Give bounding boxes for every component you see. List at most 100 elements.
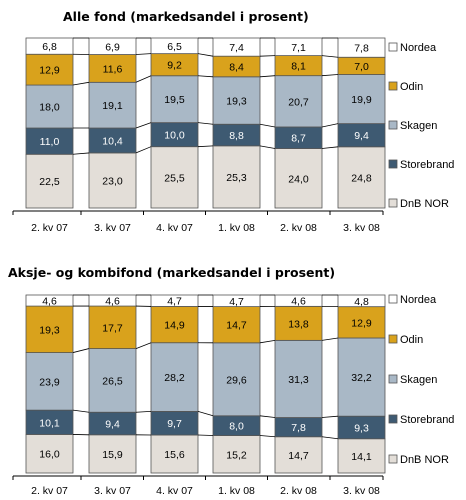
chart-2-value-label-nordea-1: 4,6: [105, 296, 120, 308]
chart-2-connector-line: [259, 435, 276, 438]
chart-1-segment-dnb-nor-1: [88, 152, 137, 209]
chart-1-value-label-storebrand-0: 11,0: [40, 136, 60, 148]
chart-1-connector-line: [197, 75, 214, 78]
chart-2-value-label-dnb-nor-2: 15,6: [164, 449, 185, 461]
chart-2-segment-odin-0: [25, 305, 74, 353]
chart-2-segment-nordea-1: [88, 294, 137, 307]
chart-2-legend-label-storebrand: Storebrand: [400, 414, 454, 426]
chart-2-value-label-storebrand-0: 10,1: [39, 417, 60, 429]
chart-1-value-label-nordea-1: 6,9: [105, 41, 120, 53]
chart-1-connector-line: [259, 145, 276, 149]
chart-2-value-label-dnb-nor-0: 16,0: [39, 449, 60, 461]
chart-1-value-label-nordea-4: 7,1: [291, 42, 306, 54]
chart-1-connector-line: [197, 122, 214, 125]
chart-1-legend-label-storebrand: Storebrand: [400, 159, 454, 171]
chart-2-legend-swatch-storebrand: [388, 414, 398, 424]
chart-1-connector-line: [259, 75, 276, 78]
chart-1-value-label-dnb-nor-5: 24,8: [351, 172, 372, 184]
chart-1-value-label-dnb-nor-1: 23,0: [102, 175, 123, 187]
chart-2-legend-label-odin: Odin: [400, 334, 423, 346]
chart-1-segment-skagen-4: [274, 75, 323, 128]
chart-2-segment-nordea-5: [337, 294, 386, 308]
chart-2-legend-label-skagen: Skagen: [400, 374, 437, 386]
chart-2-segment-odin-2: [150, 306, 199, 344]
chart-2-value-label-dnb-nor-5: 14,1: [351, 451, 372, 463]
chart-1-legend-swatch-storebrand: [388, 159, 398, 169]
chart-2-value-label-dnb-nor-1: 15,9: [102, 449, 123, 461]
chart-1-segment-skagen-5: [337, 74, 386, 125]
chart-1-segment-odin-1: [88, 54, 137, 83]
chart-2-x-tick-label-0: 2. kv 07: [31, 485, 68, 497]
chart-2-segment-storebrand-0: [25, 409, 74, 435]
chart-1-connector-line: [321, 123, 339, 128]
chart-2-value-label-storebrand-3: 8,0: [229, 421, 244, 433]
chart-1-connector-line: [321, 146, 339, 149]
chart-1-value-label-dnb-nor-3: 25,3: [226, 172, 247, 184]
chart-2-connector-line: [321, 415, 339, 418]
chart-1-value-label-odin-2: 9,2: [167, 60, 182, 72]
chart-1-value-label-odin-5: 7,0: [354, 61, 369, 73]
chart-1-value-label-odin-4: 8,1: [291, 61, 306, 73]
chart-2-segment-dnb-nor-2: [150, 434, 199, 474]
chart-2-legend-label-nordea: Nordea: [400, 294, 437, 306]
chart-1-legend-label-dnb-nor: DnB NOR: [400, 198, 449, 210]
chart-2-connector-line: [321, 436, 339, 440]
chart-1-x-tick-label-1: 3. kv 07: [94, 222, 131, 234]
chart-1-legend-label-skagen: Skagen: [400, 120, 437, 132]
chart-2-connector-line: [197, 411, 214, 417]
chart-2-value-label-storebrand-4: 7,8: [291, 422, 306, 434]
chart-2-value-label-skagen-4: 31,3: [288, 374, 309, 386]
chart-1-connector-line: [259, 55, 276, 57]
chart-2-value-label-storebrand-1: 9,4: [105, 419, 120, 431]
chart-1-value-label-storebrand-5: 9,4: [354, 130, 369, 142]
chart-1-value-label-storebrand-4: 8,7: [291, 133, 306, 145]
chart-1-connector-line: [197, 53, 214, 57]
chart-1-value-label-dnb-nor-4: 24,0: [288, 173, 309, 185]
chart-2-connector-line: [321, 337, 339, 341]
chart-2-segment-skagen-2: [150, 342, 199, 412]
chart-2-legend-label-dnb-nor: DnB NOR: [400, 454, 449, 466]
chart-2-connector-line: [72, 409, 90, 413]
chart-2-x-tick-label-3: 1. kv 08: [218, 485, 255, 497]
chart-2-connector-line: [197, 434, 214, 436]
chart-1-segment-nordea-0: [25, 37, 74, 55]
chart-2-segment-skagen-4: [274, 339, 323, 418]
chart-2-x-tick-label-1: 3. kv 07: [94, 485, 131, 497]
chart-1-value-label-nordea-3: 7,4: [229, 42, 244, 54]
chart-2-segment-dnb-nor-0: [25, 434, 74, 474]
chart-1-connector-line: [135, 53, 152, 55]
chart-2-segment-skagen-5: [337, 337, 386, 417]
chart-1-segment-storebrand-1: [88, 127, 137, 154]
chart-1-legend-swatch-dnb-nor: [388, 198, 398, 208]
chart-1-value-label-dnb-nor-2: 25,5: [164, 172, 185, 184]
chart-1-value-label-nordea-2: 6,5: [167, 41, 182, 53]
chart-2-x-tick-label-4: 2. kv 08: [280, 485, 317, 497]
chart-2-value-label-nordea-0: 4,6: [42, 296, 57, 308]
chart-2-value-label-skagen-5: 32,2: [351, 372, 372, 384]
chart-1-segment-dnb-nor-5: [337, 146, 386, 209]
chart-1-segment-storebrand-0: [25, 127, 74, 155]
chart-2-segment-nordea-3: [212, 294, 261, 307]
chart-1-value-label-storebrand-3: 8,8: [229, 130, 244, 142]
chart-2-value-label-dnb-nor-3: 15,2: [226, 449, 247, 461]
chart-1-connector-line: [72, 152, 90, 155]
chart-2-segment-skagen-1: [88, 348, 137, 413]
chart-2-segment-nordea-4: [274, 294, 323, 307]
chart-1-segment-dnb-nor-3: [212, 145, 261, 209]
chart-1-connector-line: [135, 75, 152, 83]
chart-2-value-label-odin-5: 12,9: [351, 317, 372, 329]
chart-2-value-label-skagen-1: 26,5: [102, 375, 123, 387]
chart-2-value-label-odin-4: 13,8: [288, 318, 309, 330]
chart-1-value-label-skagen-3: 19,3: [226, 96, 247, 108]
chart-1-value-label-skagen-4: 20,7: [288, 96, 309, 108]
chart-1-segment-nordea-2: [150, 37, 199, 55]
chart-2-legend-swatch-nordea: [388, 294, 398, 304]
chart-2-value-label-odin-1: 17,7: [102, 322, 123, 334]
chart-2-value-label-nordea-3: 4,7: [229, 296, 244, 308]
chart-2-value-label-storebrand-2: 9,7: [167, 418, 182, 430]
chart-2-connector-line: [259, 415, 276, 418]
chart-1-legend-swatch-nordea: [388, 42, 398, 52]
chart-1-x-tick-label-4: 2. kv 08: [280, 222, 317, 234]
chart-1-segment-skagen-3: [212, 76, 261, 125]
